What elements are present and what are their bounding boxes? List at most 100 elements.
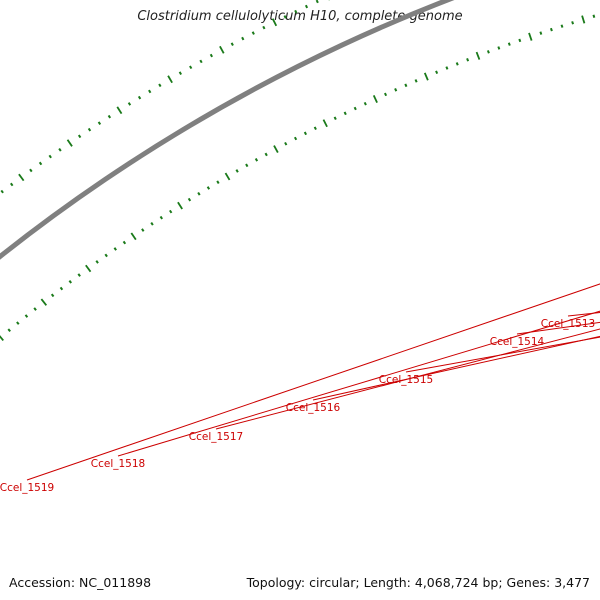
gene-label-line [312, 335, 600, 401]
outer-minor-tick [251, 31, 255, 35]
inner-minor-tick [206, 186, 211, 190]
gene-label[interactable]: Ccel_1516 [286, 402, 341, 414]
gene-label[interactable]: Ccel_1519 [0, 482, 54, 494]
inner-major-tick [273, 145, 279, 153]
inner-minor-tick [216, 180, 220, 185]
inner-major-tick [528, 32, 533, 41]
backbone-arc [0, 0, 455, 260]
outer-major-tick [18, 173, 25, 182]
outer-minor-tick [199, 59, 203, 64]
gene-label[interactable]: Ccel_1517 [189, 431, 243, 443]
inner-minor-tick [254, 158, 259, 162]
inner-minor-tick [333, 116, 337, 121]
inner-major-tick [423, 72, 429, 81]
outer-minor-tick [77, 134, 82, 139]
outer-major-tick [116, 106, 123, 115]
inner-minor-tick [104, 253, 108, 258]
inner-minor-tick [16, 321, 20, 325]
outer-minor-tick [209, 53, 213, 58]
inner-major-tick [322, 119, 328, 128]
outer-minor-tick [38, 161, 43, 166]
outer-minor-tick [58, 147, 62, 152]
inner-tick-track [0, 14, 596, 341]
genome-summary-text: Topology: circular; Length: 4,068,724 bp… [246, 575, 590, 590]
inner-minor-tick [95, 260, 99, 264]
inner-minor-tick [59, 286, 64, 291]
outer-minor-tick [97, 121, 102, 125]
inner-minor-tick [293, 136, 298, 141]
inner-major-tick [224, 172, 231, 181]
outer-major-tick [167, 75, 173, 84]
outer-minor-tick [48, 154, 52, 159]
outer-minor-tick [148, 89, 152, 94]
inner-minor-tick [113, 247, 117, 251]
inner-minor-tick [169, 209, 173, 214]
accession-text: Accession: NC_011898 [9, 575, 152, 590]
inner-minor-tick [486, 50, 490, 54]
outer-minor-tick [87, 127, 92, 132]
inner-minor-tick [507, 42, 511, 46]
inner-minor-tick [592, 14, 596, 18]
inner-minor-tick [394, 88, 398, 92]
inner-minor-tick [159, 215, 163, 220]
gene-label[interactable]: Ccel_1513 [541, 318, 595, 330]
outer-minor-tick [137, 95, 142, 100]
gene-label-line [117, 310, 600, 457]
inner-minor-tick [445, 66, 449, 70]
gene-label-line [516, 321, 600, 335]
outer-minor-tick [158, 83, 162, 88]
inner-minor-tick [560, 24, 564, 28]
inner-minor-tick [549, 27, 553, 32]
outer-minor-tick [127, 102, 132, 106]
inner-minor-tick [245, 163, 249, 168]
inner-major-tick [85, 264, 92, 273]
outer-minor-tick [230, 42, 234, 46]
inner-minor-tick [466, 58, 470, 62]
inner-minor-tick [518, 38, 522, 43]
inner-major-tick [177, 201, 183, 210]
inner-major-tick [372, 95, 378, 104]
inner-minor-tick [383, 92, 388, 97]
inner-minor-tick [455, 62, 459, 66]
outer-minor-tick [294, 9, 298, 14]
outer-minor-tick [107, 114, 112, 119]
inner-minor-tick [313, 126, 317, 131]
outer-minor-tick [241, 36, 245, 41]
outer-minor-tick [178, 71, 182, 75]
inner-minor-tick [187, 197, 192, 202]
outer-minor-tick [189, 65, 193, 70]
gene-label-line [26, 283, 600, 481]
inner-major-tick [475, 51, 481, 60]
outer-minor-tick [304, 4, 309, 9]
inner-major-tick [0, 335, 4, 341]
inner-minor-tick [303, 131, 308, 136]
inner-minor-tick [571, 21, 575, 25]
outer-tick-track [0, 0, 330, 194]
inner-minor-tick [497, 46, 501, 50]
gene-label[interactable]: Ccel_1514 [490, 336, 545, 348]
inner-minor-tick [141, 228, 145, 232]
gene-label-line [567, 312, 600, 317]
inner-minor-tick [122, 240, 127, 245]
inner-minor-tick [50, 293, 55, 298]
inner-minor-tick [7, 328, 11, 332]
inner-minor-tick [363, 101, 367, 106]
outer-minor-tick [29, 168, 33, 173]
inner-minor-tick [284, 141, 288, 146]
gene-label[interactable]: Ccel_1518 [91, 458, 145, 470]
outer-minor-tick [315, 0, 319, 4]
outer-major-tick [271, 18, 278, 27]
outer-minor-tick [10, 182, 14, 187]
gene-label-line [215, 328, 600, 430]
inner-minor-tick [404, 83, 408, 88]
inner-minor-tick [24, 314, 29, 318]
gene-labels[interactable]: Ccel_1513Ccel_1514Ccel_1515Ccel_1516Ccel… [0, 0, 600, 494]
inner-minor-tick [33, 307, 37, 311]
inner-minor-tick [150, 222, 154, 226]
inner-major-tick [581, 15, 586, 24]
inner-major-tick [40, 298, 48, 306]
inner-minor-tick [414, 79, 418, 83]
inner-minor-tick [197, 191, 201, 196]
genome-backbone [0, 0, 455, 260]
